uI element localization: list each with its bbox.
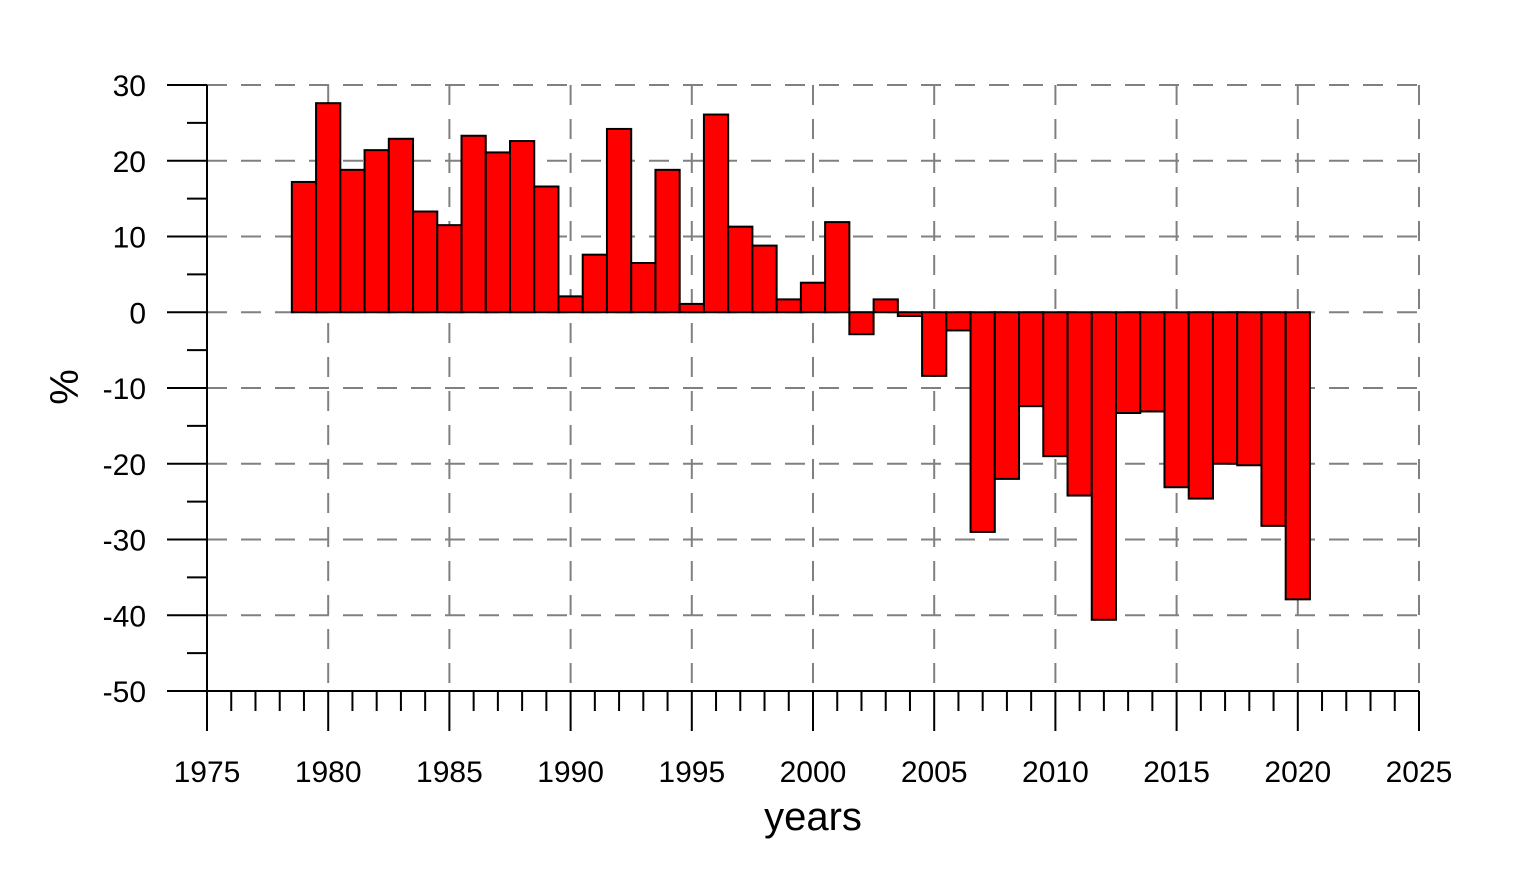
y-tick-label: -40 [103, 600, 146, 633]
bar [363, 149, 390, 314]
bar [339, 168, 366, 314]
bar [1090, 311, 1118, 621]
bar [969, 311, 996, 533]
bar [945, 311, 972, 332]
x-tick-label: 2020 [1264, 756, 1331, 789]
bar [1260, 311, 1287, 527]
bar [775, 298, 802, 314]
x-tick-label: 1995 [658, 756, 725, 789]
bar [509, 140, 536, 314]
bar [872, 298, 899, 314]
bar [460, 134, 487, 314]
bar [1139, 311, 1166, 413]
y-tick-label: -30 [103, 525, 146, 558]
bar [824, 221, 851, 314]
y-tick-label: -10 [103, 373, 146, 406]
bar [605, 127, 633, 314]
x-tick-label: 1980 [295, 756, 362, 789]
bar [751, 244, 778, 314]
bar [654, 168, 681, 314]
bar [1042, 311, 1069, 458]
x-tick-label: 2015 [1143, 756, 1210, 789]
bar [702, 113, 730, 314]
bar [557, 295, 584, 314]
bar [484, 151, 512, 314]
y-tick-label: -50 [103, 676, 146, 709]
bar [1187, 311, 1214, 500]
bar [799, 281, 827, 314]
x-tick-label: 2025 [1386, 756, 1453, 789]
bar [1163, 311, 1190, 489]
bar [993, 311, 1021, 480]
bars [290, 102, 1311, 621]
y-tick-label: 0 [129, 297, 146, 330]
bar [533, 185, 560, 314]
bar [630, 262, 657, 314]
bar [896, 311, 924, 318]
x-tick-label: 2010 [1022, 756, 1089, 789]
y-axis-title: % [43, 369, 87, 405]
bar [436, 224, 463, 314]
y-tick-label: 10 [113, 222, 146, 255]
x-tick-label: 1985 [416, 756, 483, 789]
bar [727, 225, 754, 314]
bar [1211, 311, 1239, 465]
x-tick-label: 2000 [780, 756, 847, 789]
y-tick-label: 20 [113, 146, 146, 179]
bar [581, 253, 608, 314]
x-tick-label: 1990 [537, 756, 604, 789]
bar [290, 180, 318, 314]
bar [921, 311, 948, 377]
bar [1018, 311, 1045, 408]
bar [412, 210, 439, 314]
x-axis-title: years [764, 795, 862, 839]
bar [1066, 311, 1093, 497]
x-tick-label: 1975 [174, 756, 241, 789]
x-tick-label: 2005 [901, 756, 968, 789]
axes [167, 84, 1420, 731]
bar [1115, 311, 1142, 414]
bar [1284, 311, 1311, 601]
y-tick-label: -20 [103, 449, 146, 482]
bar [848, 311, 875, 336]
bar [678, 302, 705, 314]
bar [1236, 311, 1263, 467]
bar [315, 102, 342, 314]
bar [387, 137, 415, 314]
y-tick-label: 30 [113, 70, 146, 103]
